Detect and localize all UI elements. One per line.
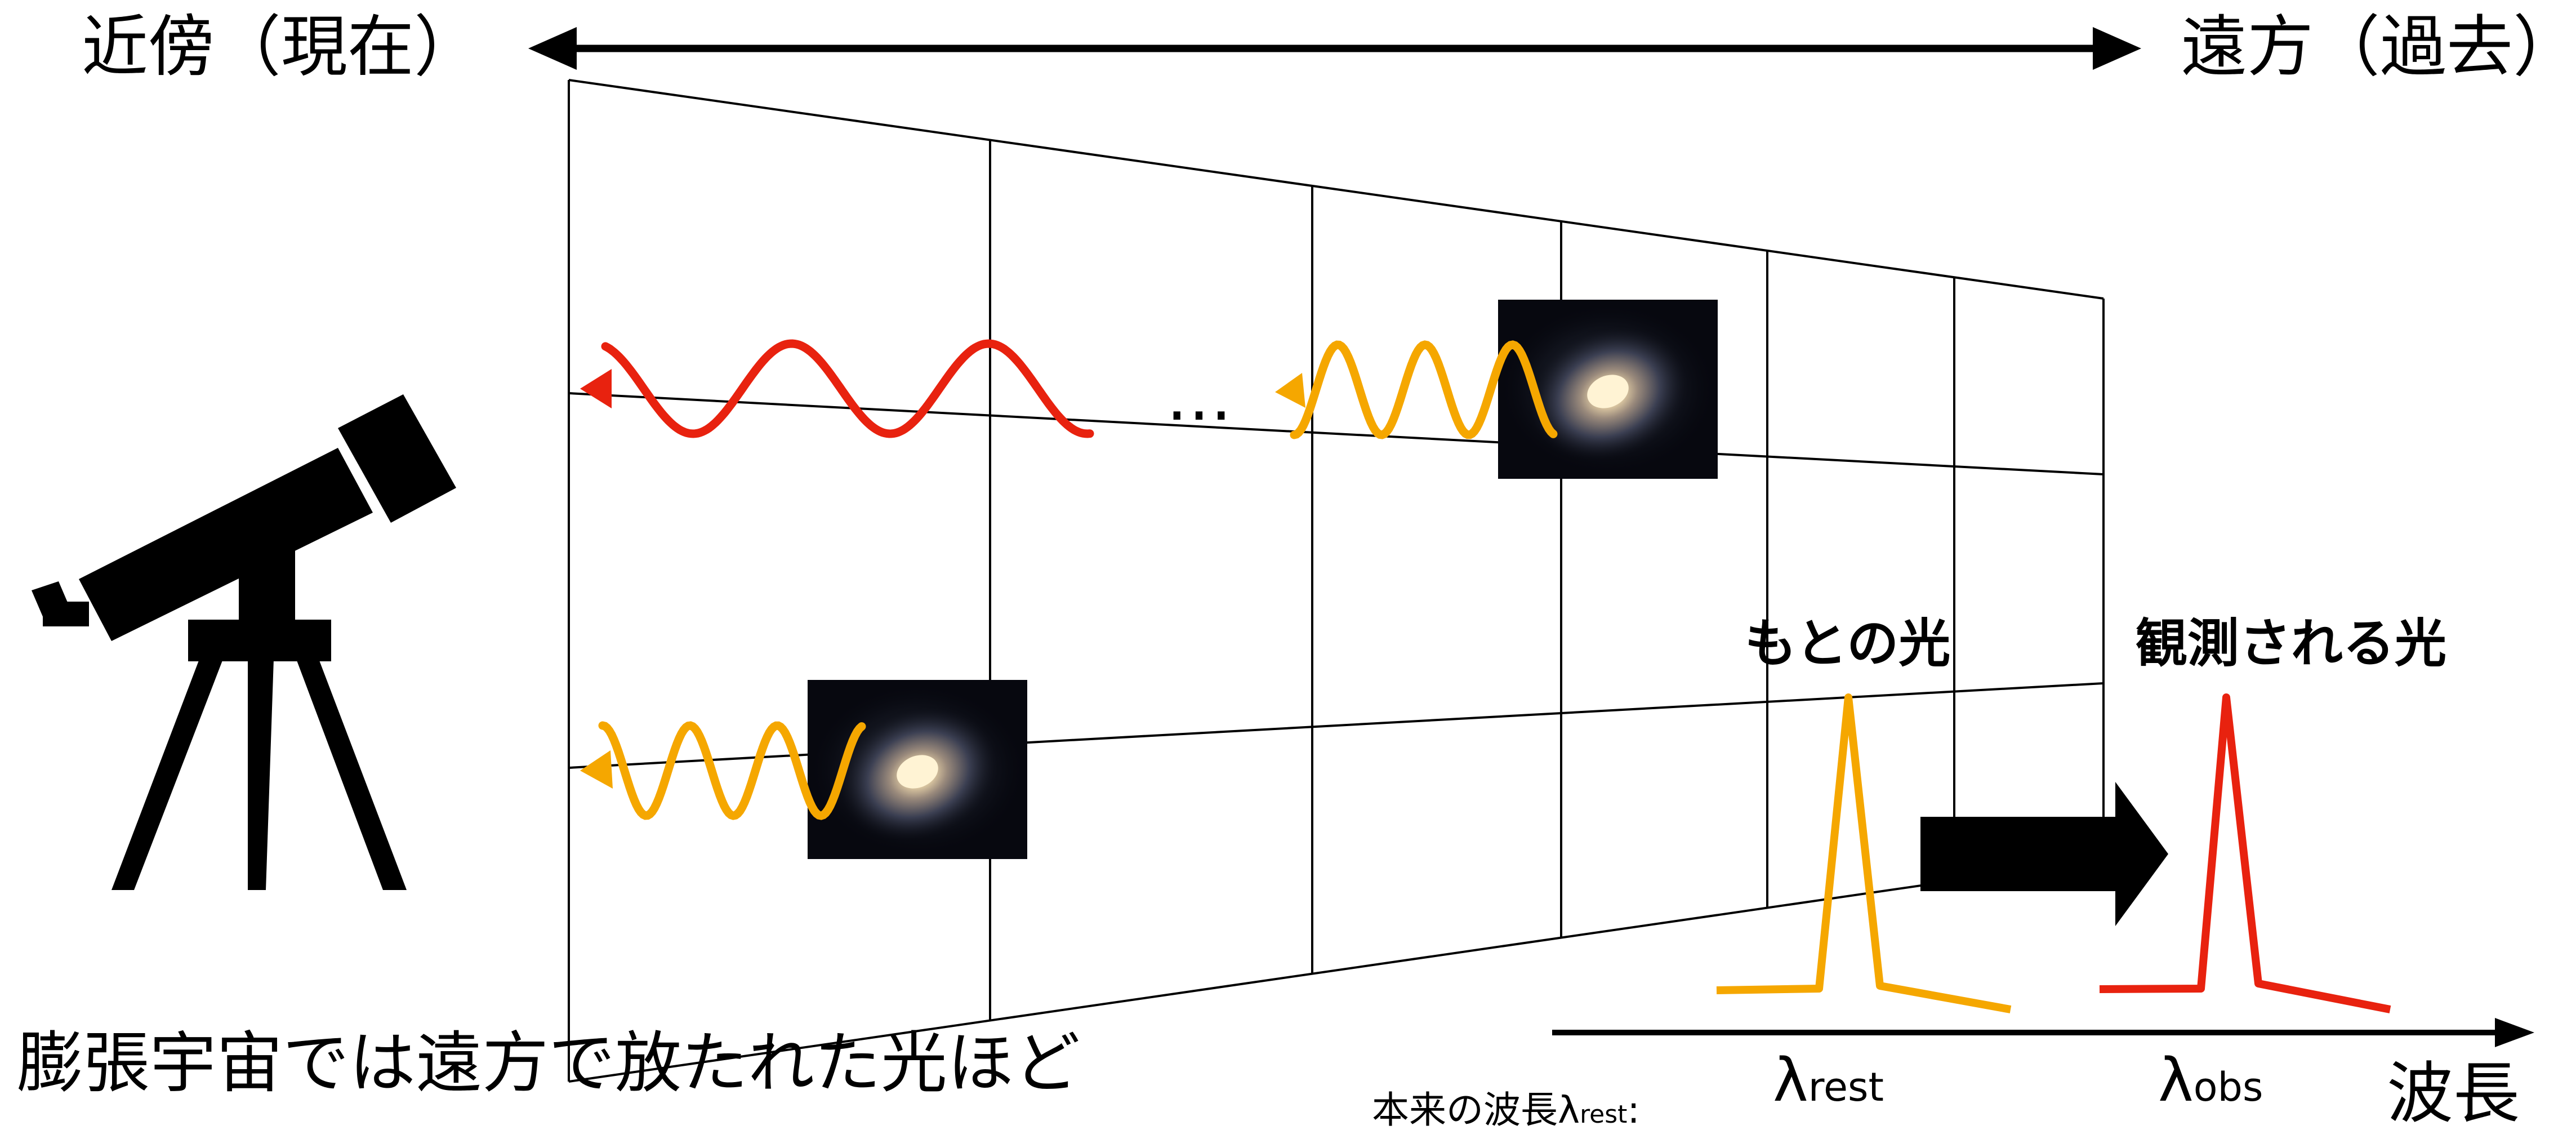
emitted-wave-near (580, 721, 866, 820)
far-label: 遠方（過去） (2181, 8, 2576, 86)
wavelength-axis-label: 波長 (2387, 1055, 2520, 1130)
time-axis-arrow (528, 27, 2141, 70)
caption-text: 膨張宇宙では遠方で放たれた光ほど (17, 1024, 1080, 1102)
lambda-rest-label: λrest (1773, 1046, 1884, 1115)
lambda-obs-label: λobs (2158, 1046, 2263, 1115)
redshift-arrow (1920, 782, 2168, 926)
emitted-wave-near-arrowhead (580, 750, 613, 789)
observed-spectrum-line (2099, 693, 2391, 1013)
redshifted-wave (580, 339, 1094, 438)
telescope-icon (32, 394, 456, 890)
emitted-wave-far-arrowhead (1275, 373, 1305, 408)
emitted-wave-far (1275, 340, 1558, 439)
wavelength-axis (1552, 1018, 2534, 1047)
near-galaxy-image (808, 680, 1027, 859)
redshifted-wave-arrowhead (580, 369, 612, 408)
near-label: 近傍（現在） (82, 8, 480, 86)
observed-light-label: 観測される光 (2136, 613, 2446, 674)
rest-spectrum-line (1716, 693, 2012, 1013)
ellipsis-mark: … (1166, 358, 1232, 435)
rest-wavelength-note: 本来の波長λrest: (1372, 1088, 1640, 1130)
original-light-label: もとの光 (1745, 613, 1950, 674)
